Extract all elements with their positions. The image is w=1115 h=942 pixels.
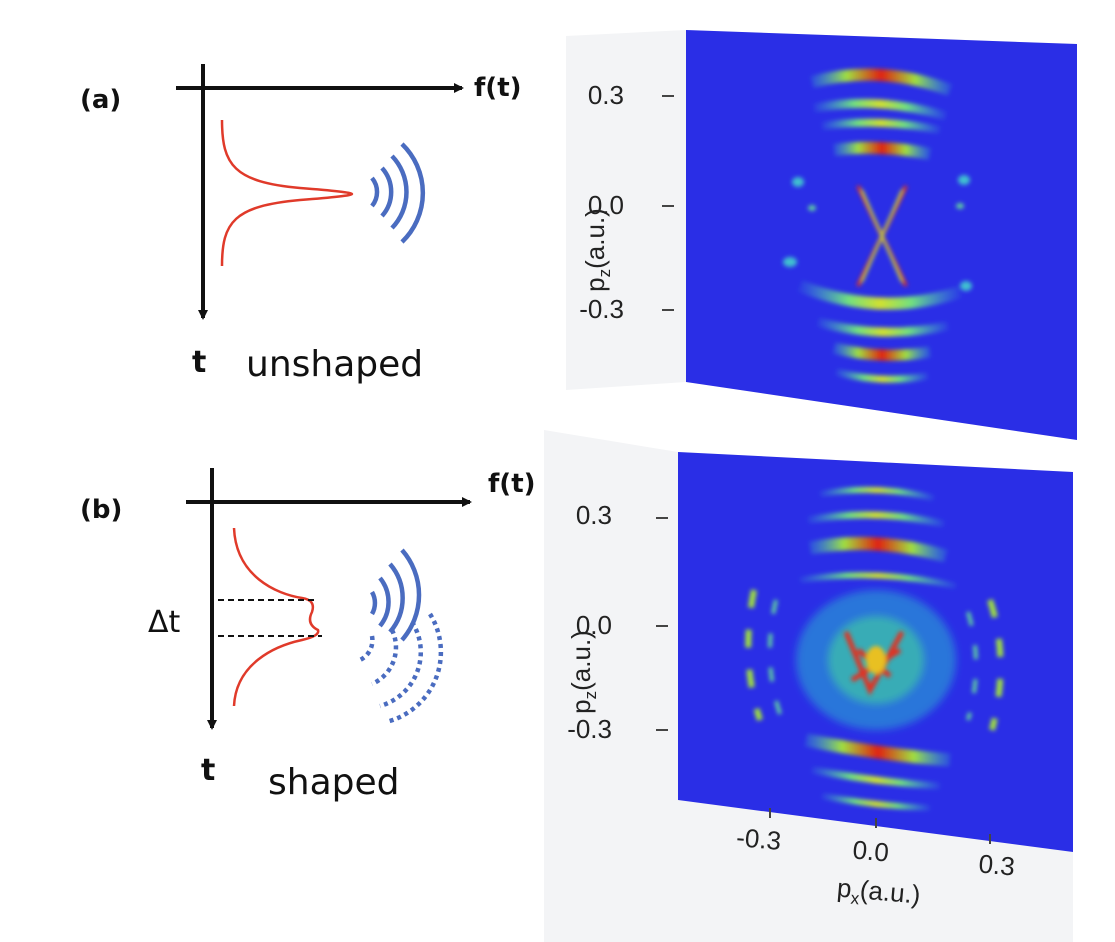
map-bottom-x-tick-2: 0.0	[851, 835, 890, 868]
panel-a-frequency-axis-label: f(t)	[474, 73, 522, 103]
panel-a-wavefront-icon	[370, 142, 426, 244]
map-bottom-x-axis-title: px(a.u.)	[835, 872, 921, 913]
panel-b-label: (b)	[80, 495, 122, 525]
map-top-y-tick-1: 0.3	[588, 80, 624, 110]
momentum-map-top: 0.3 0.0 -0.3 pz(a.u.)	[566, 30, 1077, 440]
panel-b-delay-label: Δt	[148, 605, 181, 640]
map-top-y-axis-subscript: z	[595, 269, 614, 278]
momentum-map-bottom: 0.3 0.0 -0.3 pz(a.u.) -0.3 0.0 0.3 px(a.…	[544, 430, 1073, 942]
map-top-signal	[783, 68, 972, 383]
map-bottom-y-axis-symbol: p	[566, 699, 596, 713]
map-bottom-x-axis-unit: (a.u.)	[859, 874, 922, 909]
panel-a-pulse-curve	[220, 119, 354, 267]
map-bottom-x-axis-symbol: p	[836, 872, 853, 903]
panel-b-time-axis-label: t	[201, 753, 215, 788]
map-bottom-y-axis-subscript: z	[581, 691, 600, 700]
map-bottom-x-tick-3: 0.3	[977, 849, 1016, 882]
map-bottom-y-axis-title: pz(a.u.)	[566, 630, 600, 714]
panel-a-schematic: (a) f(t) t unshaped	[80, 64, 522, 385]
svg-text:pz(a.u.): pz(a.u.)	[580, 208, 614, 292]
map-bottom-x-tick-1: -0.3	[735, 822, 782, 856]
svg-text:pz(a.u.): pz(a.u.)	[566, 630, 600, 714]
panel-b-caption: shaped	[268, 762, 399, 803]
map-bottom-signal	[745, 486, 1004, 811]
panel-a-label: (a)	[80, 85, 121, 115]
map-bottom-x-axis-subscript: x	[850, 889, 861, 909]
map-bottom-y-tick-1: 0.3	[576, 500, 612, 530]
panel-b-wavefront-icon	[369, 548, 422, 642]
map-bottom-y-axis-unit: (a.u.)	[566, 630, 596, 691]
panel-b-schematic: (b) f(t) t shaped Δt	[80, 468, 536, 803]
map-bottom-y-tick-2: 0.0	[576, 610, 612, 640]
panel-b-delayed-wavefront-icon	[358, 612, 444, 725]
map-top-y-axis-unit: (a.u.)	[580, 208, 610, 269]
map-bottom-y-tick-3: -0.3	[567, 714, 612, 744]
map-top-y-tick-2: 0.0	[588, 190, 624, 220]
map-top-y-axis-title: pz(a.u.)	[580, 208, 614, 292]
panel-a-caption: unshaped	[246, 344, 423, 385]
map-top-y-axis-symbol: p	[580, 277, 610, 291]
panel-a-time-axis-label: t	[192, 345, 206, 380]
panel-b-pulse-curve	[232, 527, 320, 707]
panel-b-frequency-axis-label: f(t)	[488, 469, 536, 499]
map-top-y-tick-3: -0.3	[579, 294, 624, 324]
